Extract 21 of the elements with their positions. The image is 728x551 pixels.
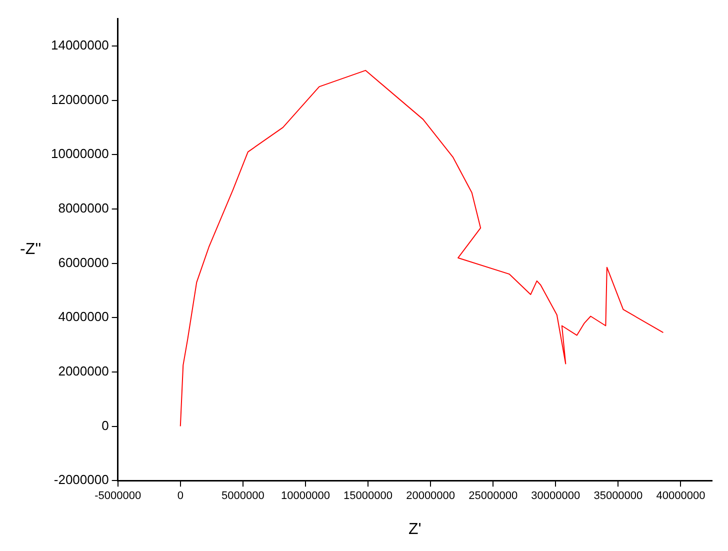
y-tick-label: 4000000 (58, 309, 109, 324)
x-tick-label: 25000000 (468, 490, 518, 502)
y-tick-label: 12000000 (50, 92, 109, 107)
y-tick-label: 0 (102, 418, 109, 433)
x-tick-label: 30000000 (531, 490, 580, 502)
x-tick-label: 15000000 (344, 490, 392, 502)
y-tick-label: 6000000 (58, 254, 109, 270)
x-tick-label: 40000000 (656, 490, 706, 502)
x-tick-label: -5000000 (94, 490, 142, 502)
x-tick-label: 35000000 (594, 490, 643, 502)
y-tick-label: 8000000 (58, 200, 109, 216)
y-tick-label: 14000000 (50, 38, 109, 53)
y-axis-title: -Z'' (20, 241, 42, 258)
y-tick-label: 10000000 (50, 146, 109, 162)
x-tick-label: 5000000 (222, 490, 264, 502)
x-axis-title: Z' (408, 520, 422, 538)
y-tick-label: -2000000 (54, 472, 109, 488)
x-tick-label: 20000000 (406, 490, 456, 502)
x-tick-label: 10000000 (280, 490, 330, 502)
x-tick-label: 0 (177, 490, 184, 502)
y-tick-label: 2000000 (58, 364, 109, 379)
